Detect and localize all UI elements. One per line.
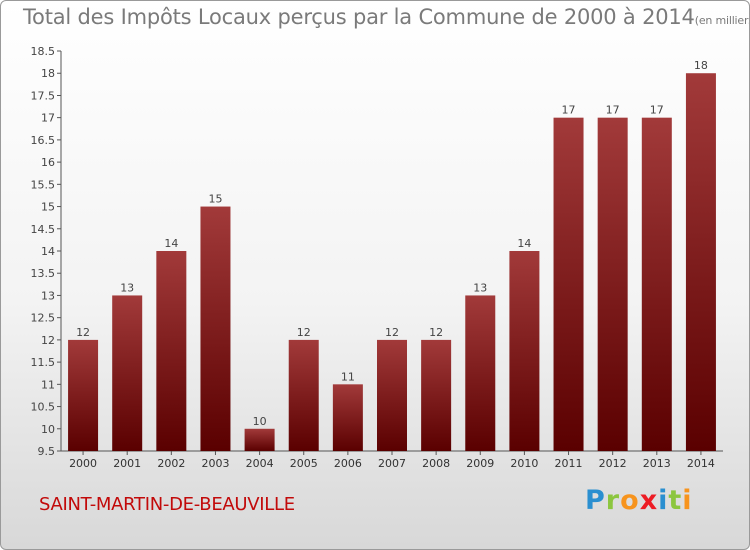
bar-2010	[509, 251, 540, 451]
x-tick-label-2011: 2011	[555, 457, 583, 470]
data-label-2007: 12	[385, 326, 399, 339]
x-tick-label-2010: 2010	[510, 457, 538, 470]
bar-2014	[685, 73, 716, 451]
bar-2004	[244, 428, 275, 451]
logo-letter: o	[620, 485, 640, 516]
chart-title: Total des Impôts Locaux perçus par la Co…	[23, 5, 750, 29]
x-tick-label-2003: 2003	[201, 457, 229, 470]
bar-2006	[332, 384, 363, 451]
data-label-2010: 14	[517, 237, 531, 250]
data-label-2000: 12	[76, 326, 90, 339]
bar-2003	[200, 206, 231, 451]
bar-2005	[288, 339, 319, 451]
data-label-2013: 17	[650, 104, 664, 117]
y-tick-label: 11.5	[31, 356, 56, 369]
data-label-2006: 11	[341, 370, 355, 383]
bar-2008	[421, 339, 452, 451]
bar-2009	[465, 295, 496, 451]
y-tick-label: 12	[41, 334, 55, 347]
data-label-2014: 18	[694, 59, 708, 72]
y-tick-label: 13	[41, 289, 55, 302]
data-label-2001: 13	[120, 281, 134, 294]
x-tick-label-2014: 2014	[687, 457, 715, 470]
x-tick-label-2000: 2000	[69, 457, 97, 470]
bar-2000	[68, 339, 99, 451]
y-axis: 9.5 10 10.5 11 11.5 12 12.5 13 13.5 14 14.5 15 15.5 1…	[31, 45, 62, 458]
bar-2002	[156, 251, 187, 451]
x-tick-label-2013: 2013	[643, 457, 671, 470]
logo-letter: x	[639, 485, 659, 516]
y-tick-label: 13.5	[31, 267, 56, 280]
y-tick-label: 17.5	[31, 89, 56, 102]
y-tick-label: 10	[41, 423, 55, 436]
data-label-2012: 17	[606, 104, 620, 117]
proxiti-logo[interactable]: Proxiti	[585, 485, 693, 516]
y-tick-label: 10.5	[31, 401, 56, 414]
logo-letter: i	[658, 485, 669, 516]
x-tick-label-2006: 2006	[334, 457, 362, 470]
x-tick-label-2007: 2007	[378, 457, 406, 470]
y-tick-label: 14	[41, 245, 55, 258]
logo-letter: t	[668, 485, 683, 516]
data-label-2005: 12	[297, 326, 311, 339]
bar-2007	[377, 339, 407, 451]
data-label-2002: 14	[164, 237, 178, 250]
x-tick-label-2008: 2008	[422, 457, 450, 470]
x-tick-label-2004: 2004	[246, 457, 274, 470]
bar-2011	[553, 117, 584, 452]
y-tick-label: 18	[41, 67, 55, 80]
logo-letter: P	[585, 485, 606, 516]
bar-2013	[641, 117, 672, 452]
x-tick-label-2005: 2005	[290, 457, 318, 470]
x-tick-label-2009: 2009	[466, 457, 494, 470]
x-tick-label-2012: 2012	[599, 457, 627, 470]
x-axis: 2000 2001 2002 2003 2004 2005 2006 2007 2008 2009…	[61, 450, 723, 470]
y-tick-label: 17	[41, 112, 55, 125]
chart-title-unit: (en milliers d'€)	[694, 14, 750, 27]
data-label-2003: 15	[208, 193, 222, 206]
y-tick-label: 18.5	[31, 45, 56, 58]
x-tick-label-2002: 2002	[157, 457, 185, 470]
data-label-2011: 17	[562, 104, 576, 117]
y-tick-label: 12.5	[31, 312, 56, 325]
data-label-2004: 10	[253, 415, 267, 428]
commune-name: SAINT-MARTIN-DE-BEAUVILLE	[39, 494, 295, 515]
logo-letter: i	[682, 485, 693, 516]
chart-title-text: Total des Impôts Locaux perçus par la Co…	[23, 5, 695, 29]
data-label-2008: 12	[429, 326, 443, 339]
y-tick-label: 16.5	[31, 134, 56, 147]
bar-2001	[112, 295, 143, 451]
x-tick-label-2001: 2001	[113, 457, 141, 470]
y-tick-label: 15.5	[31, 178, 56, 191]
data-label-2009: 13	[473, 281, 487, 294]
y-tick-label: 9.5	[38, 445, 56, 458]
y-tick-label: 15	[41, 201, 55, 214]
y-tick-label: 14.5	[31, 223, 56, 236]
bars: 12 13 14 15 10 12 11 12 12 13 14 17 17 17 18	[68, 59, 716, 452]
y-tick-label: 16	[41, 156, 55, 169]
bar-2012	[597, 117, 628, 452]
logo-letter: r	[605, 485, 621, 516]
y-tick-label: 11	[41, 378, 55, 391]
